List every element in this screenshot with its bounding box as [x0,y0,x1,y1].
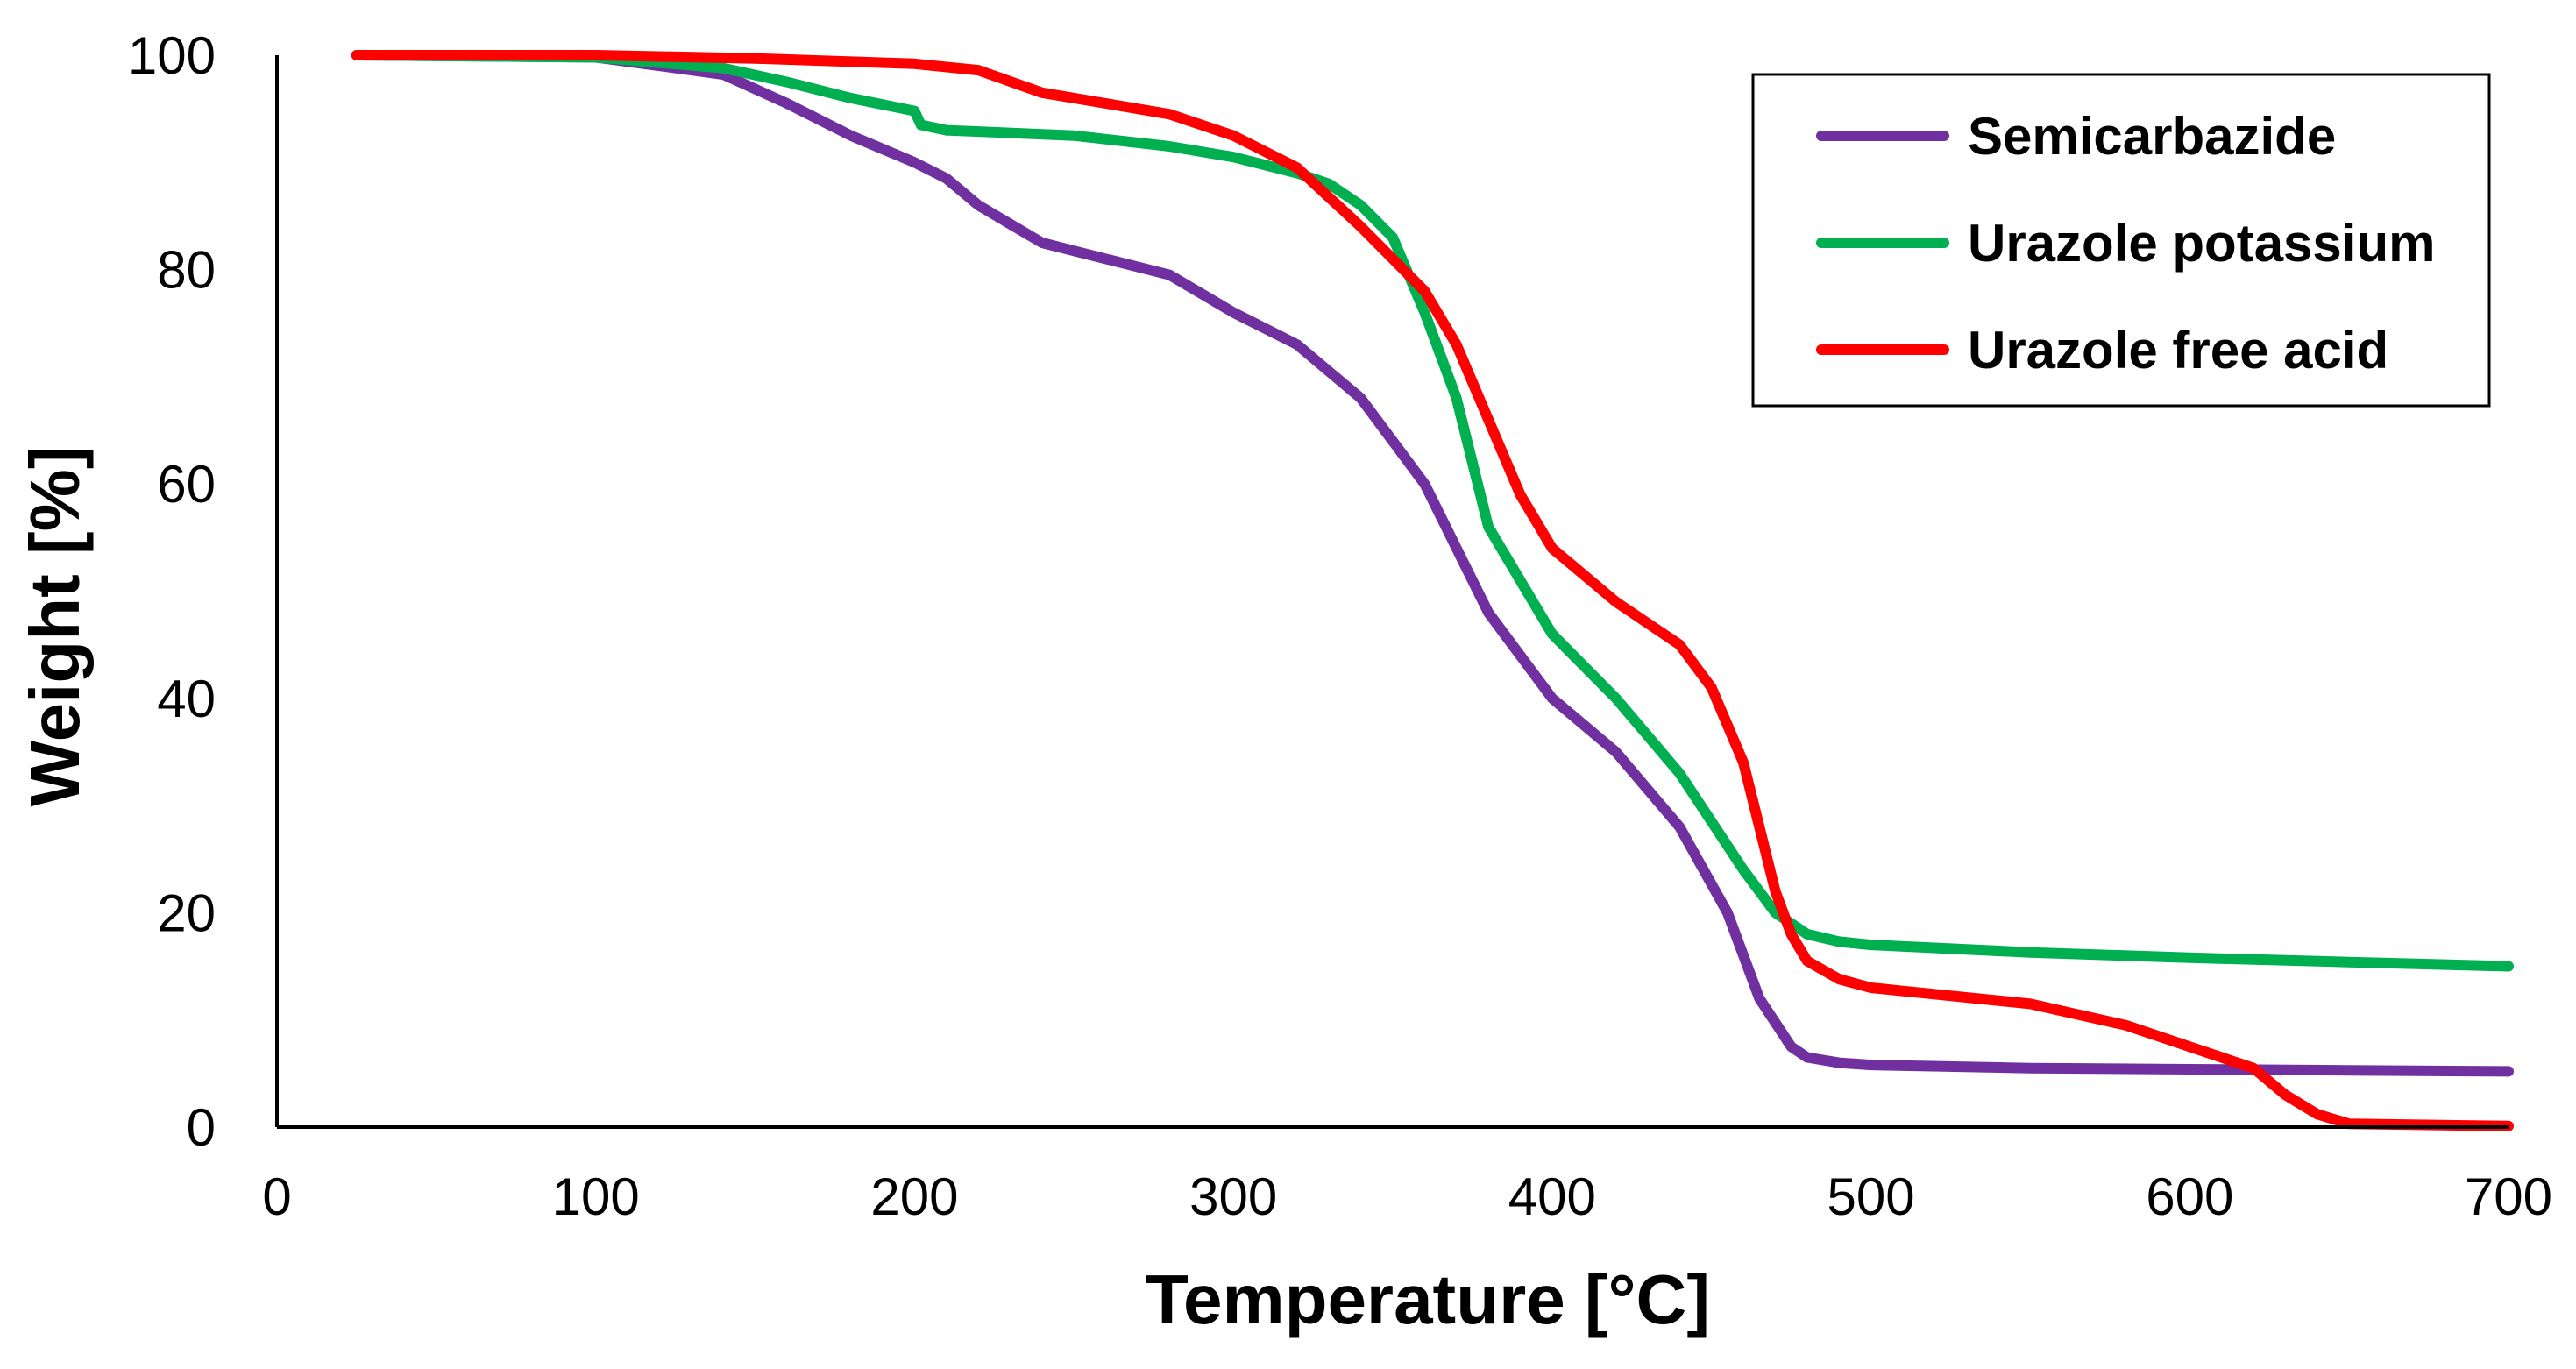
y-tick-label: 100 [128,26,216,85]
y-axis-title: Weight [%] [16,446,94,807]
x-tick-label: 700 [2465,1167,2552,1226]
y-tick-label: 20 [157,883,216,942]
x-tick-label: 500 [1827,1167,1915,1226]
x-tick-label: 200 [870,1167,958,1226]
axes-layer [275,55,2509,1129]
legend-label: Urazole potassium [1968,214,2435,273]
plot-lines-layer [351,50,2514,1131]
legend-label: Urazole free acid [1968,321,2388,379]
legend-label: Semicarbazide [1968,107,2336,166]
legend-items: Semicarbazide Urazole potassium Urazole fr… [1816,107,2435,379]
x-tick-label: 100 [552,1167,640,1226]
x-axis-title: Temperature [°C] [1146,1260,1710,1338]
y-tick-label: 60 [157,455,216,514]
x-tick-label: 400 [1508,1167,1596,1226]
series-line-urazole-free-acid [351,50,2514,1131]
y-tick-labels: 0 20 40 60 80 100 [128,26,216,1157]
x-tick-label: 600 [2146,1167,2233,1226]
x-tick-label: 300 [1189,1167,1277,1226]
y-tick-label: 40 [157,670,216,728]
y-tick-label: 0 [187,1098,216,1157]
series-line-semicarbazide [351,50,2514,1077]
x-tick-labels: 0 100 200 300 400 500 600 700 [262,1167,2552,1226]
x-tick-label: 0 [262,1167,291,1226]
legend: Semicarbazide Urazole potassium Urazole fr… [1751,73,2491,408]
y-tick-label: 80 [157,241,216,300]
